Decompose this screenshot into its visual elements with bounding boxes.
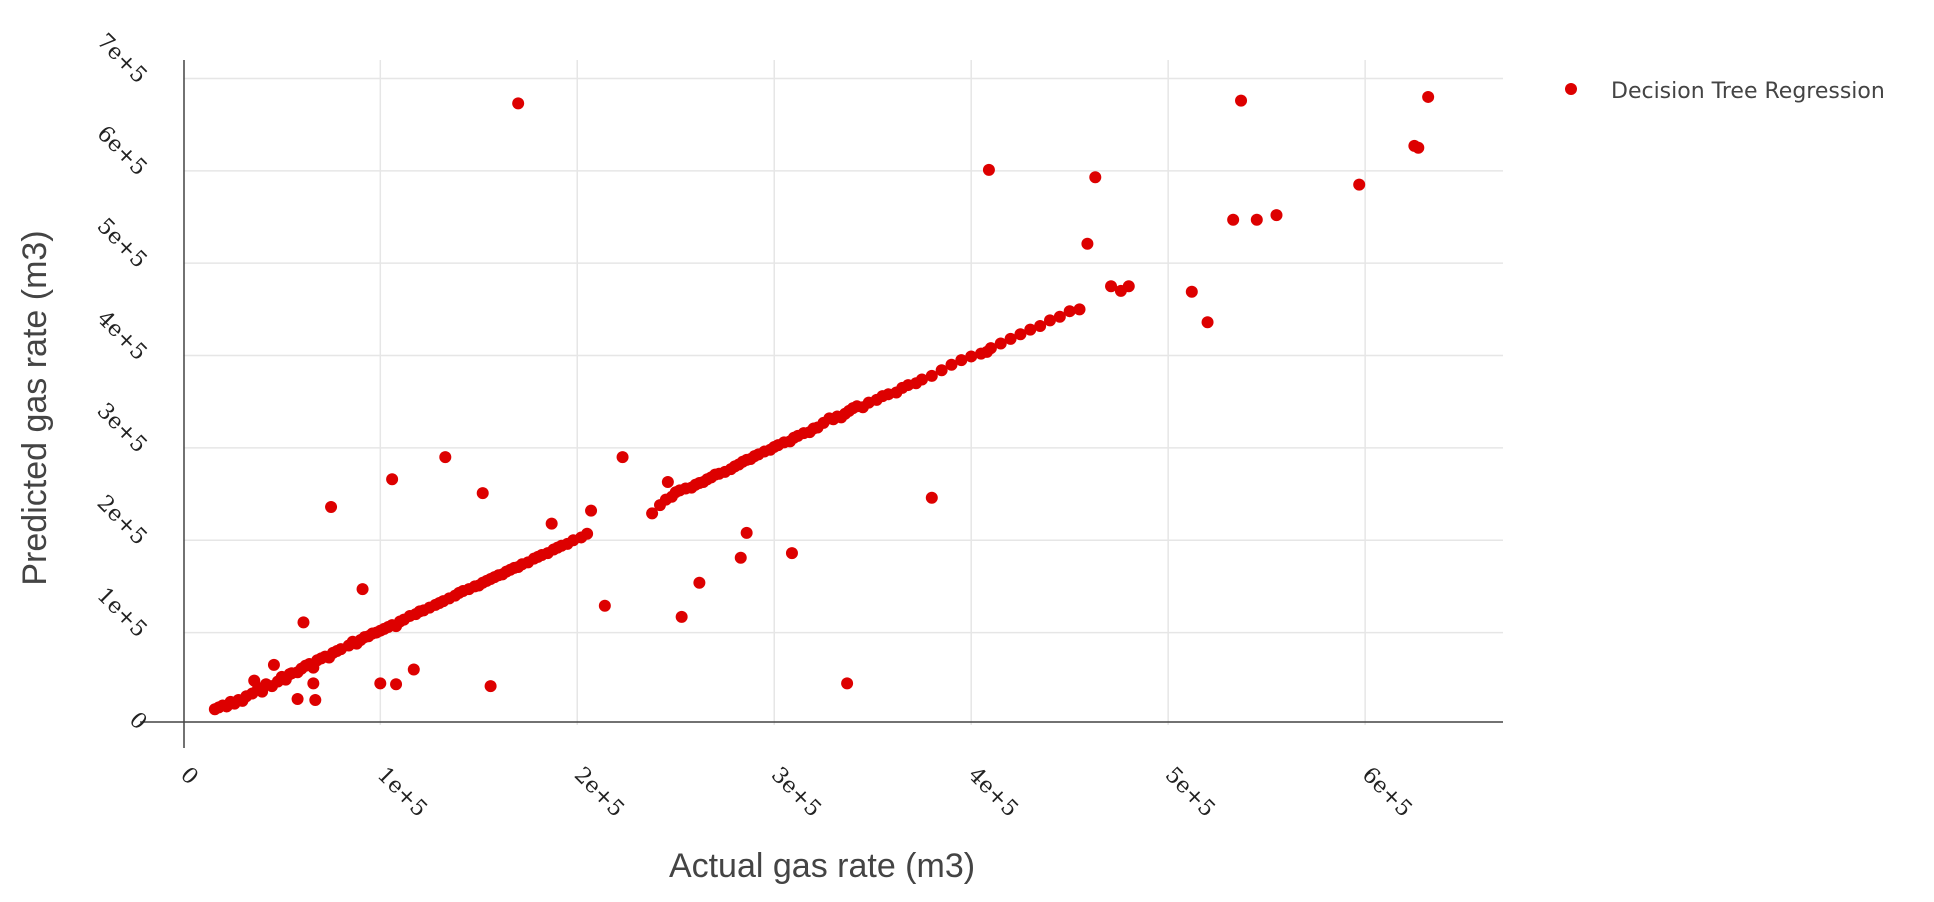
data-point — [325, 500, 338, 513]
data-point — [386, 473, 399, 486]
x-tick-label: 5e+5 — [1160, 763, 1220, 823]
data-point — [1412, 141, 1425, 154]
data-point — [925, 491, 938, 504]
data-point — [484, 680, 497, 693]
data-point — [598, 599, 611, 612]
y-axis-title: Predicted gas rate (m3) — [16, 230, 54, 585]
data-point — [1081, 237, 1094, 250]
data-point — [675, 610, 688, 623]
data-point — [1034, 319, 1047, 332]
data-point — [307, 677, 320, 690]
data-point — [994, 337, 1007, 350]
grid — [183, 60, 1503, 725]
data-point — [1014, 328, 1027, 341]
data-point — [248, 674, 261, 687]
y-tick-label: 5e+5 — [92, 214, 152, 274]
x-tick-label: 6e+5 — [1357, 763, 1417, 823]
y-tick-label: 2e+5 — [92, 491, 152, 551]
data-point — [661, 476, 674, 489]
data-point — [1073, 303, 1086, 316]
data-point — [965, 350, 978, 363]
data-point — [297, 616, 310, 629]
data-point — [945, 358, 958, 371]
data-point — [309, 693, 322, 706]
data-point — [1043, 314, 1056, 327]
data-point — [1004, 332, 1017, 345]
data-point — [1053, 310, 1066, 323]
data-point — [581, 527, 594, 540]
data-point — [646, 507, 659, 520]
y-tick-label: 0 — [124, 708, 152, 736]
data-point — [1250, 213, 1263, 226]
data-point — [476, 487, 489, 500]
legend-marker — [1565, 83, 1577, 95]
data-point — [1105, 280, 1118, 293]
y-tick-label: 3e+5 — [92, 398, 152, 458]
data-point — [585, 504, 598, 517]
data-point — [291, 693, 304, 706]
x-tick-label: 1e+5 — [372, 763, 432, 823]
data-point — [734, 551, 747, 564]
data-point — [1122, 280, 1135, 293]
series-decision-tree-regression — [208, 90, 1435, 716]
data-point — [407, 663, 420, 676]
data-point — [955, 354, 968, 367]
x-axis-title: Actual gas rate (m3) — [669, 847, 975, 885]
data-point — [984, 342, 997, 355]
y-tick-label: 6e+5 — [92, 121, 152, 181]
legend-label: Decision Tree Regression — [1611, 79, 1885, 104]
data-point — [1024, 323, 1037, 336]
data-point — [1235, 94, 1248, 107]
data-point — [693, 576, 706, 589]
data-point — [439, 451, 452, 464]
data-point — [1201, 316, 1214, 329]
data-point — [740, 526, 753, 539]
data-point — [1227, 213, 1240, 226]
data-point — [1063, 305, 1076, 318]
y-tick-label: 7e+5 — [92, 29, 152, 89]
tick-labels: 0 1e+5 2e+5 3e+5 4e+5 5e+5 6e+5 0 1e+5 2e+5 3e+5 4e… — [92, 29, 1417, 822]
data-point — [390, 678, 403, 691]
data-point — [1422, 90, 1435, 103]
y-tick-label: 1e+5 — [92, 583, 152, 643]
x-tick-label: 4e+5 — [963, 763, 1023, 823]
data-point — [1270, 209, 1283, 222]
data-point — [841, 677, 854, 690]
data-point — [1353, 178, 1366, 191]
data-point — [1089, 171, 1102, 184]
data-point — [512, 97, 525, 110]
data-point — [374, 677, 387, 690]
data-point — [545, 517, 558, 530]
data-point — [925, 369, 938, 382]
data-point — [982, 163, 995, 176]
axes — [140, 60, 1503, 748]
data-point — [915, 373, 928, 386]
data-point — [616, 451, 629, 464]
data-point — [935, 364, 948, 377]
data-point — [356, 583, 369, 596]
data-point — [267, 658, 280, 671]
x-tick-label: 2e+5 — [569, 763, 629, 823]
legend[interactable]: Decision Tree Regression — [1565, 79, 1885, 104]
y-tick-label: 4e+5 — [92, 306, 152, 366]
data-point — [283, 668, 296, 681]
x-tick-label: 3e+5 — [766, 763, 826, 823]
x-tick-label: 0 — [175, 763, 203, 791]
data-point — [1185, 285, 1198, 298]
data-point — [785, 547, 798, 560]
